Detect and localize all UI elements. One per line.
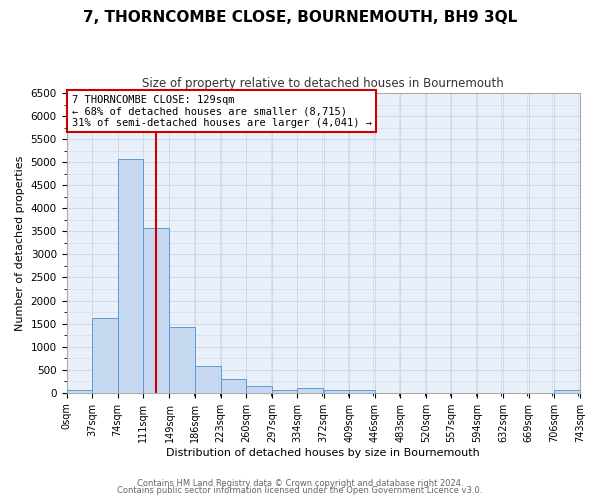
Title: Size of property relative to detached houses in Bournemouth: Size of property relative to detached ho… — [142, 78, 504, 90]
Text: 7, THORNCOMBE CLOSE, BOURNEMOUTH, BH9 3QL: 7, THORNCOMBE CLOSE, BOURNEMOUTH, BH9 3Q… — [83, 10, 517, 25]
Bar — [195, 366, 221, 392]
Y-axis label: Number of detached properties: Number of detached properties — [15, 155, 25, 330]
Bar — [143, 228, 169, 392]
Bar — [118, 159, 143, 392]
Bar — [169, 328, 195, 392]
Bar — [349, 390, 375, 392]
Bar — [67, 390, 92, 392]
Bar — [323, 390, 349, 392]
Text: Contains HM Land Registry data © Crown copyright and database right 2024.: Contains HM Land Registry data © Crown c… — [137, 478, 463, 488]
Bar — [272, 390, 298, 392]
Text: Contains public sector information licensed under the Open Government Licence v3: Contains public sector information licen… — [118, 486, 482, 495]
Bar — [246, 386, 272, 392]
Bar — [554, 390, 580, 392]
Text: 7 THORNCOMBE CLOSE: 129sqm
← 68% of detached houses are smaller (8,715)
31% of s: 7 THORNCOMBE CLOSE: 129sqm ← 68% of deta… — [71, 94, 371, 128]
Bar — [92, 318, 118, 392]
X-axis label: Distribution of detached houses by size in Bournemouth: Distribution of detached houses by size … — [166, 448, 480, 458]
Bar — [298, 388, 323, 392]
Bar — [221, 379, 246, 392]
